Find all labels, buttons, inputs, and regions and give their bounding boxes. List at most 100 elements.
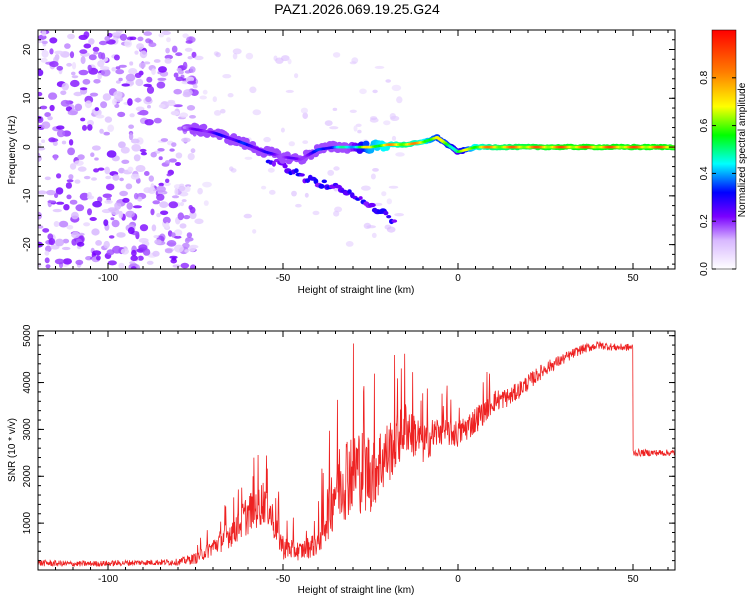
noise-blob [60, 99, 71, 107]
noise-blob [69, 163, 77, 170]
noise-blob [144, 119, 154, 126]
noise-blob [71, 211, 79, 220]
snr-panel: -100 -50 0 50 5000 4000 3000 2000 1000 Height o… [7, 324, 676, 596]
noise-blob [124, 39, 132, 48]
branch-blob [347, 189, 352, 194]
noise-blob [212, 96, 217, 103]
noise-blob [120, 146, 130, 154]
noise-blob [105, 175, 112, 180]
noise-blob [142, 248, 151, 256]
noise-blob [130, 266, 137, 269]
noise-blob [112, 174, 120, 181]
noise-blob [66, 62, 72, 67]
noise-blob [112, 245, 122, 254]
noise-blob [139, 224, 149, 232]
branch-blob [321, 179, 327, 184]
noise-blob [101, 68, 111, 77]
noise-blob [302, 112, 309, 119]
noise-blob [185, 186, 191, 192]
noise-blob [107, 124, 115, 132]
noise-blob [146, 260, 154, 265]
branch-blob [313, 178, 319, 185]
noise-blob [93, 51, 99, 55]
noise-blob [148, 42, 157, 48]
noise-blob [130, 255, 138, 262]
noise-blob [97, 167, 105, 171]
noise-blob [133, 154, 141, 162]
trace-halo [197, 130, 205, 137]
noise-blob [103, 209, 109, 213]
noise-blob [118, 262, 125, 269]
noise-blob [164, 58, 172, 64]
noise-blob [52, 208, 62, 213]
noise-blob [269, 189, 276, 195]
noise-blob [182, 33, 189, 39]
noise-blob [116, 232, 126, 238]
colorbar-tick-label: 0.4 [699, 166, 710, 180]
noise-blob [187, 56, 193, 60]
noise-blob [110, 217, 115, 221]
noise-blob [137, 36, 144, 42]
colorbar-tick-label: 0.0 [699, 262, 710, 276]
noise-blob [95, 240, 102, 246]
noise-blob [111, 32, 122, 37]
noise-blob [38, 142, 42, 147]
noise-blob [74, 103, 83, 112]
noise-blob [49, 61, 59, 68]
spectrogram-x-label: Height of straight line (km) [298, 285, 415, 296]
noise-blob [158, 182, 165, 187]
noise-blob [54, 192, 59, 198]
noise-blob [69, 199, 78, 205]
noise-blob [97, 60, 105, 68]
noise-blob [96, 255, 101, 261]
noise-blob [83, 43, 92, 49]
noise-blob [187, 153, 195, 161]
noise-blob [156, 193, 165, 201]
noise-blob [345, 241, 354, 247]
x-tick-label: -50 [276, 273, 291, 284]
noise-blob [173, 72, 179, 78]
snr-x-ticks: -100 -50 0 50 [37, 331, 669, 585]
noise-blob [38, 225, 44, 229]
noise-blob [190, 148, 196, 154]
noise-blob [48, 92, 58, 100]
noise-blob [111, 219, 120, 228]
noise-blob [88, 54, 97, 61]
noise-blob [118, 210, 124, 219]
noise-blob [62, 258, 72, 265]
noise-blob [90, 152, 95, 157]
snr-y-ticks: 5000 4000 3000 2000 1000 [22, 324, 675, 562]
noise-blob [83, 222, 91, 227]
noise-blob [140, 151, 147, 156]
noise-blob [143, 31, 152, 36]
noise-blob [158, 66, 167, 73]
noise-blob [130, 173, 140, 180]
noise-blob [185, 76, 195, 82]
noise-blob [182, 61, 188, 70]
noise-blob [158, 33, 165, 38]
snr-x-label: Height of straight line (km) [298, 585, 415, 596]
spectrogram-panel: -100 -50 0 50 20 10 0 -10 -20 Height of straigh… [7, 29, 676, 296]
noise-blob [127, 166, 134, 172]
noise-blob [66, 179, 74, 183]
noise-blob [179, 112, 189, 118]
noise-blob [327, 169, 335, 176]
noise-blob [60, 90, 67, 96]
noise-blob [175, 52, 183, 57]
noise-blob [213, 110, 222, 116]
noise-blob [370, 116, 378, 121]
noise-blob [189, 115, 196, 119]
noise-blob [61, 140, 67, 145]
x-tick-label: 0 [455, 574, 461, 585]
noise-blob [53, 154, 58, 161]
noise-blob [76, 241, 85, 247]
noise-blob [54, 258, 65, 265]
noise-blob [152, 250, 160, 257]
noise-blob [156, 213, 161, 218]
noise-blob [41, 30, 47, 37]
noise-blob [113, 90, 123, 99]
noise-blob [49, 48, 54, 55]
noise-blob [138, 244, 148, 251]
noise-blob [52, 141, 58, 146]
noise-blob [366, 225, 377, 229]
